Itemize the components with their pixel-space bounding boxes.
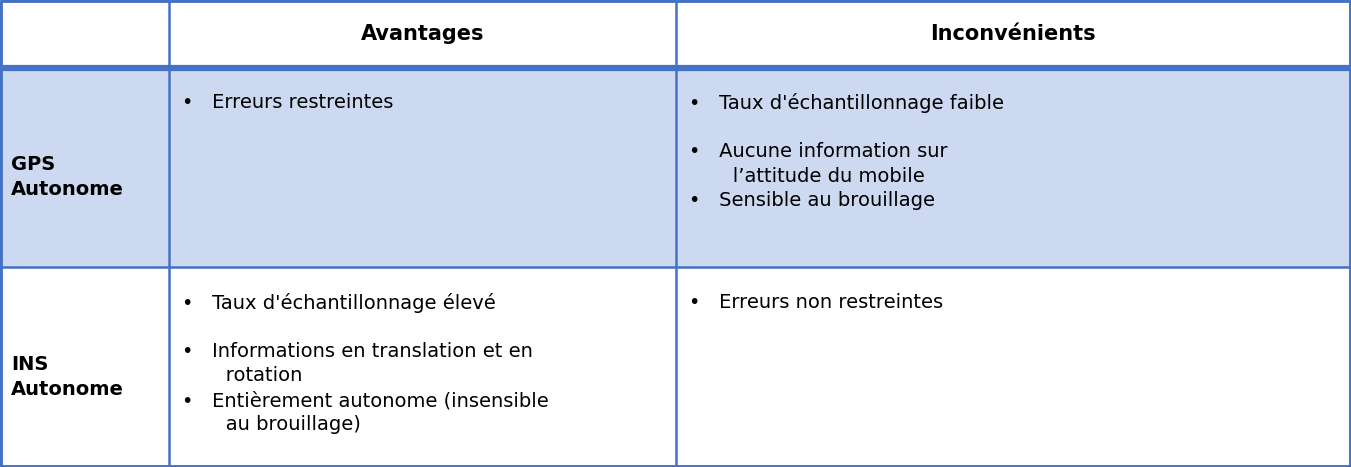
- Bar: [0, 0, 1351, 68]
- Bar: [0, 267, 1351, 467]
- Text: •   Informations en translation et en
       rotation: • Informations en translation et en rota…: [182, 342, 534, 385]
- Text: GPS
Autonome: GPS Autonome: [11, 155, 124, 199]
- Text: INS
Autonome: INS Autonome: [11, 354, 124, 398]
- Text: •   Entièrement autonome (insensible
       au brouillage): • Entièrement autonome (insensible au br…: [182, 391, 549, 434]
- Text: •   Erreurs restreintes: • Erreurs restreintes: [182, 93, 393, 113]
- Text: •   Aucune information sur
       l’attitude du mobile: • Aucune information sur l’attitude du m…: [689, 142, 947, 186]
- Text: •   Sensible au brouillage: • Sensible au brouillage: [689, 191, 935, 211]
- Text: Inconvénients: Inconvénients: [931, 24, 1096, 44]
- Text: •   Erreurs non restreintes: • Erreurs non restreintes: [689, 293, 943, 312]
- Text: •   Taux d'échantillonnage élevé: • Taux d'échantillonnage élevé: [182, 293, 496, 313]
- Bar: [0, 68, 1351, 267]
- Text: Avantages: Avantages: [361, 24, 484, 44]
- Text: •   Taux d'échantillonnage faible: • Taux d'échantillonnage faible: [689, 93, 1004, 113]
